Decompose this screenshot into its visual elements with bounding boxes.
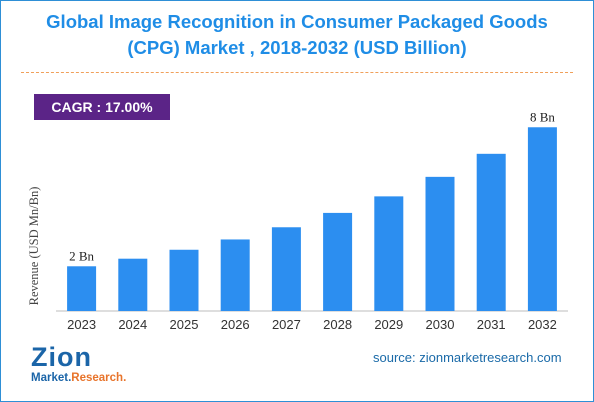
x-tick-2026: 2026: [221, 317, 250, 332]
x-tick-2029: 2029: [374, 317, 403, 332]
chart-title-line-1: Global Image Recognition in Consumer Pac…: [46, 11, 548, 32]
cagr-badge: CAGR : 17.00%: [34, 94, 170, 120]
bar-2024: [118, 258, 148, 311]
bar-2029: [374, 196, 404, 311]
x-tick-2025: 2025: [170, 317, 199, 332]
bar-2031: [476, 153, 506, 311]
bar-2025: [169, 249, 199, 311]
data-label-2032: 8 Bn: [530, 109, 555, 124]
logo-wordmark: Zion: [31, 342, 92, 372]
chart-title-line-2: (CPG) Market , 2018-2032 (USD Billion): [127, 37, 467, 58]
zion-logo: Zion Market.Research.: [31, 343, 131, 393]
x-tick-2024: 2024: [118, 317, 147, 332]
bar-2026: [220, 239, 250, 311]
title-divider: [21, 72, 573, 73]
bar-2027: [271, 227, 301, 311]
data-label-2023: 2 Bn: [69, 248, 94, 263]
bar-annotations: 2 Bn 8 Bn: [69, 109, 555, 263]
bar-group: [67, 127, 557, 312]
x-tick-2032: 2032: [528, 317, 557, 332]
bar-2023: [67, 266, 97, 311]
x-tick-2027: 2027: [272, 317, 301, 332]
chart-title: Global Image Recognition in Consumer Pac…: [1, 9, 593, 61]
bar-2032: [527, 127, 557, 312]
bar-2028: [323, 212, 353, 311]
x-tick-2031: 2031: [477, 317, 506, 332]
x-tick-2028: 2028: [323, 317, 352, 332]
x-tick-labels: 2023 2024 2025 2026 2027 2028 2029 2030 2031 2032: [67, 317, 557, 332]
source-note: source: zionmarketresearch.com: [373, 350, 562, 365]
bar-2030: [425, 176, 455, 311]
x-tick-2023: 2023: [67, 317, 96, 332]
logo-tagline-accent: Research.: [71, 372, 127, 384]
y-axis-label: Revenue (USD Mn/Bn): [27, 187, 41, 306]
logo-tagline: Market.Research.: [31, 372, 126, 384]
x-tick-2030: 2030: [426, 317, 455, 332]
logo-tagline-main: Market.: [31, 372, 72, 384]
